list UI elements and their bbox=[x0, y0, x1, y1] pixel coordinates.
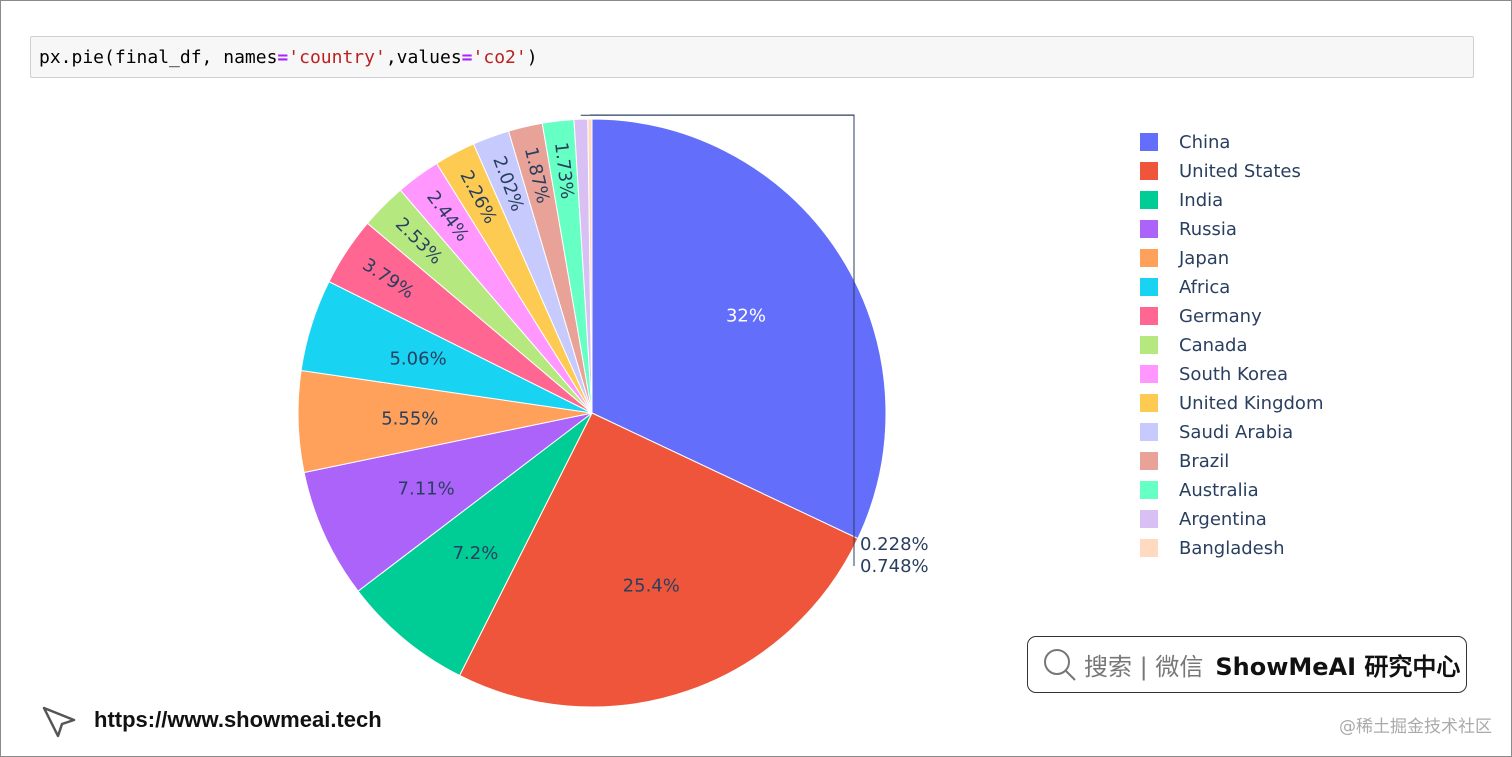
pie-label: 25.4% bbox=[623, 575, 680, 596]
legend-label: China bbox=[1179, 131, 1231, 153]
search-icon bbox=[1044, 648, 1076, 681]
legend-swatch bbox=[1140, 307, 1158, 325]
legend-swatch bbox=[1140, 481, 1158, 499]
wechat-search-badge: 搜索 | 微信 ShowMeAI 研究中心 bbox=[1027, 636, 1467, 693]
code-operator: = bbox=[277, 47, 289, 68]
legend-swatch bbox=[1140, 539, 1158, 557]
legend-label: United States bbox=[1179, 160, 1301, 182]
legend-item[interactable]: China bbox=[1140, 130, 1230, 154]
code-cell[interactable]: px.pie(final_df, names='country',values=… bbox=[30, 36, 1474, 78]
legend-swatch bbox=[1140, 220, 1158, 238]
pie-label: 0.748% bbox=[860, 556, 929, 577]
legend-label: Canada bbox=[1179, 334, 1248, 356]
pie-slice-china[interactable] bbox=[591, 118, 887, 540]
legend-label: United Kingdom bbox=[1179, 392, 1324, 414]
legend-swatch bbox=[1140, 336, 1158, 354]
pie-slice-united-states[interactable] bbox=[458, 412, 859, 708]
code-token: ) bbox=[526, 47, 538, 68]
legend-label: Russia bbox=[1179, 218, 1237, 240]
legend-item[interactable]: Argentina bbox=[1140, 507, 1267, 531]
code-string: 'country' bbox=[288, 47, 386, 68]
legend-label: Germany bbox=[1179, 305, 1262, 327]
legend-swatch bbox=[1140, 133, 1158, 151]
legend-label: Bangladesh bbox=[1179, 537, 1285, 559]
legend-item[interactable]: Bangladesh bbox=[1140, 536, 1285, 560]
legend-item[interactable]: Germany bbox=[1140, 304, 1262, 328]
legend-item[interactable]: Brazil bbox=[1140, 449, 1229, 473]
pie-leader-line bbox=[589, 114, 855, 544]
legend-swatch bbox=[1140, 278, 1158, 296]
legend-item[interactable]: India bbox=[1140, 188, 1223, 212]
cursor-icon bbox=[42, 706, 76, 738]
legend-swatch bbox=[1140, 249, 1158, 267]
legend-label: Saudi Arabia bbox=[1179, 421, 1294, 443]
legend-swatch bbox=[1140, 394, 1158, 412]
legend-swatch bbox=[1140, 452, 1158, 470]
legend-label: Argentina bbox=[1179, 508, 1267, 530]
legend-item[interactable]: Australia bbox=[1140, 478, 1259, 502]
legend-item[interactable]: Africa bbox=[1140, 275, 1230, 299]
legend-item[interactable]: United States bbox=[1140, 159, 1301, 183]
code-operator: = bbox=[461, 47, 473, 68]
legend-label: Brazil bbox=[1179, 450, 1230, 472]
legend-label: Africa bbox=[1179, 276, 1231, 298]
pie-slice-india[interactable] bbox=[357, 412, 593, 677]
legend-label: Australia bbox=[1179, 479, 1259, 501]
pie-label: 7.11% bbox=[398, 479, 455, 500]
pie-label: 5.55% bbox=[381, 408, 438, 429]
code-string: 'co2' bbox=[472, 47, 527, 68]
code-token: px.pie(final_df, names bbox=[39, 47, 278, 68]
code-token: ,values bbox=[385, 47, 462, 68]
legend-swatch bbox=[1140, 191, 1158, 209]
legend-swatch bbox=[1140, 423, 1158, 441]
legend-label: India bbox=[1179, 189, 1224, 211]
pie-label: 32% bbox=[726, 305, 766, 326]
legend-item[interactable]: Russia bbox=[1140, 217, 1237, 241]
legend-item[interactable]: Saudi Arabia bbox=[1140, 420, 1293, 444]
code-line: px.pie(final_df, names='country',values=… bbox=[39, 47, 538, 68]
wechat-search-label: 搜索 | 微信 bbox=[1084, 653, 1204, 681]
pie-slice-bangladesh[interactable] bbox=[587, 118, 593, 414]
legend-item[interactable]: United Kingdom bbox=[1140, 391, 1323, 415]
site-link-row: https://www.showmeai.tech bbox=[40, 700, 382, 740]
legend-item[interactable]: Canada bbox=[1140, 333, 1248, 357]
pie-slice-russia[interactable] bbox=[303, 412, 593, 592]
pie-label: 0.228% bbox=[860, 534, 929, 555]
legend-item[interactable]: South Korea bbox=[1140, 362, 1288, 386]
legend-item[interactable]: Japan bbox=[1140, 246, 1229, 270]
legend-label: Japan bbox=[1179, 247, 1230, 269]
legend-label: South Korea bbox=[1179, 363, 1289, 385]
pie-label: 7.2% bbox=[453, 543, 499, 564]
site-url[interactable]: https://www.showmeai.tech bbox=[94, 707, 382, 732]
legend-swatch bbox=[1140, 365, 1158, 383]
wechat-brand: ShowMeAI 研究中心 bbox=[1215, 653, 1461, 681]
legend-swatch bbox=[1140, 162, 1158, 180]
legend-swatch bbox=[1140, 510, 1158, 528]
pie-label: 5.06% bbox=[389, 348, 446, 369]
platform-watermark: @稀土掘金技术社区 bbox=[1339, 717, 1492, 737]
